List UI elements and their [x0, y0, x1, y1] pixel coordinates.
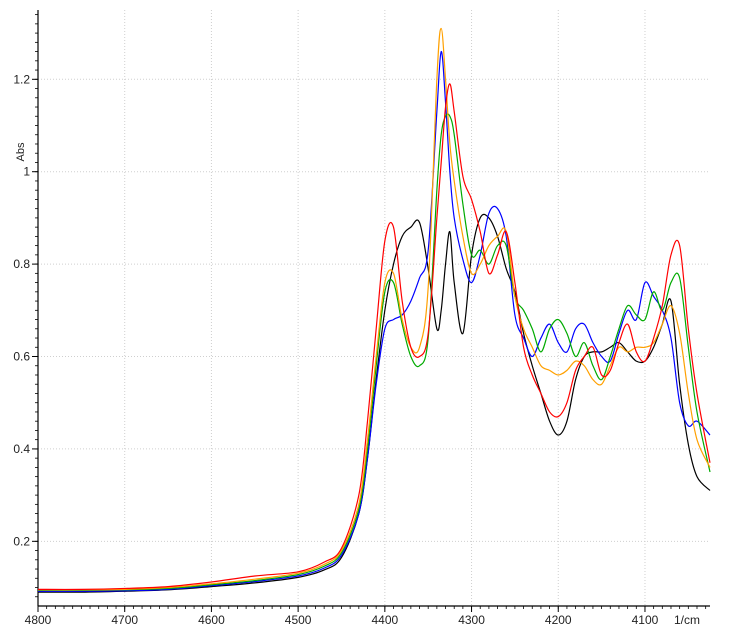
- x-tick-label: 4600: [198, 613, 225, 627]
- x-tick-label: 4200: [545, 613, 572, 627]
- y-tick-label: 0.4: [13, 442, 30, 456]
- x-axis-unit-label: 1/cm: [674, 613, 700, 627]
- x-tick-label: 4300: [458, 613, 485, 627]
- y-tick-label: 1.2: [13, 72, 30, 86]
- y-axis-title: Abs: [15, 142, 27, 161]
- x-minor-ticks: [37, 606, 707, 612]
- series-line-blue: [37, 50, 711, 592]
- series: [37, 27, 711, 593]
- x-tick-label: 4700: [111, 613, 138, 627]
- x-tick-label: 4800: [25, 613, 52, 627]
- series-line-red: [37, 83, 711, 591]
- y-tick-label: 0.2: [13, 534, 30, 548]
- y-tick-label: 0.8: [13, 257, 30, 271]
- x-tick-label: 4400: [371, 613, 398, 627]
- y-tick-label: 0.6: [13, 350, 30, 364]
- y-tick-label: 1: [23, 165, 30, 179]
- y-minor-ticks: [32, 14, 38, 598]
- grid: [37, 10, 710, 606]
- series-line-orange: [37, 27, 711, 591]
- y-tick-labels: 0.2 0.4 0.6 0.8 1 1.2: [13, 72, 30, 548]
- axes: [37, 10, 710, 607]
- x-tick-label: 4100: [632, 613, 659, 627]
- series-line-green: [37, 113, 711, 591]
- x-tick-labels: 4800 4700 4600 4500 4400 4300 4200 4100: [25, 613, 659, 627]
- x-tick-label: 4500: [285, 613, 312, 627]
